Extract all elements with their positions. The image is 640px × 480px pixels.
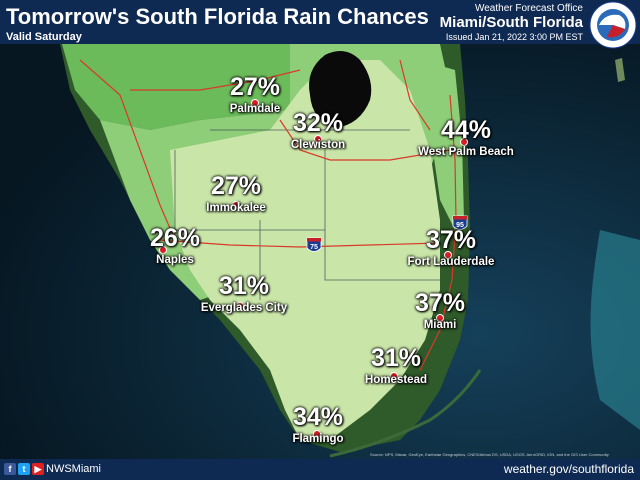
city-name: Naples [156, 254, 194, 266]
city-name: Everglades City [200, 302, 288, 314]
location-label-immokalee: 27% Immokalee [206, 173, 265, 215]
location-label-clewiston: 32% Clewiston [291, 110, 345, 152]
city-name: Immokalee [206, 202, 266, 214]
rain-percent: 31% [370, 344, 422, 372]
location-label-miami: 37% Miami [415, 290, 465, 332]
svg-text:75: 75 [310, 244, 318, 251]
location-dot [390, 372, 398, 380]
location-dot [232, 201, 240, 209]
location-dot [251, 99, 259, 107]
city-name: Flamingo [292, 433, 344, 445]
facebook-icon[interactable]: f [4, 463, 16, 475]
rain-zone-dark [62, 44, 290, 130]
city-name: West Palm Beach [418, 146, 514, 158]
location-dot [314, 135, 322, 143]
location-dot [159, 246, 167, 254]
location-label-naples: 26% Naples [150, 225, 200, 267]
region-label: Miami/South Florida [439, 14, 583, 31]
rain-percent: 34% [292, 403, 344, 431]
location-label-palmdale: 27% Palmdale [230, 74, 281, 116]
rain-zone-light [170, 60, 440, 440]
location-label-everglades-city: 31% Everglades City [201, 273, 287, 315]
location-dot [460, 138, 468, 146]
rain-percent: 32% [292, 109, 344, 137]
i75-shield: 75 [306, 237, 322, 252]
rain-percent: 37% [425, 226, 477, 254]
location-dot [236, 302, 244, 310]
page-title: Tomorrow's South Florida Rain Chances [6, 4, 429, 29]
location-dot [444, 251, 452, 259]
city-name: Miami [423, 319, 457, 331]
i95-shield: 95 [452, 215, 468, 230]
office-label: Weather Forecast Office [474, 3, 583, 14]
twitter-icon[interactable]: t [18, 463, 30, 475]
youtube-icon[interactable]: ▶ [32, 463, 44, 475]
svg-text:95: 95 [456, 222, 464, 229]
location-label-fort-lauderdale: 37% Fort Lauderdale [408, 227, 495, 269]
city-name: Clewiston [290, 139, 346, 151]
roads [79, 59, 457, 371]
footer-bar: f t ▶ NWSMiami weather.gov/southflorida [0, 459, 640, 480]
lake-okeechobee [309, 51, 372, 128]
map-source-credit: Source: NPS, Maxar, GeoEye, Earthstar Ge… [370, 452, 609, 457]
bahamas-shoal [590, 230, 640, 430]
county-lines [174, 129, 440, 300]
social-icons: f t ▶ [4, 463, 44, 475]
location-label-homestead: 31% Homestead [365, 345, 427, 387]
rain-percent: 31% [218, 272, 270, 300]
location-label-west-palm-beach: 44% West Palm Beach [418, 117, 514, 159]
location-label-flamingo: 34% Flamingo [292, 404, 343, 446]
rain-percent: 27% [229, 73, 281, 101]
rain-zone-east [420, 60, 464, 230]
florida-keys [329, 369, 482, 458]
city-name: Homestead [365, 374, 427, 386]
location-dot [436, 314, 444, 322]
rain-percent: 37% [414, 289, 466, 317]
city-name: Palmdale [229, 103, 281, 115]
rain-percent: 27% [210, 172, 262, 200]
header-bar: Tomorrow's South Florida Rain Chances Va… [0, 0, 640, 44]
bahamas-island [615, 58, 625, 82]
valid-day: Valid Saturday [6, 31, 82, 43]
rain-percent: 26% [149, 224, 201, 252]
website-link[interactable]: weather.gov/southflorida [503, 462, 634, 476]
issued-time: Issued Jan 21, 2022 3:00 PM EST [445, 32, 583, 42]
social-handle[interactable]: NWSMiami [46, 463, 101, 475]
map-area: 75 95 [0, 44, 640, 459]
nws-logo-icon[interactable] [589, 1, 637, 49]
rain-percent: 44% [440, 116, 492, 144]
city-name: Fort Lauderdale [407, 256, 495, 268]
location-dot [313, 430, 321, 438]
